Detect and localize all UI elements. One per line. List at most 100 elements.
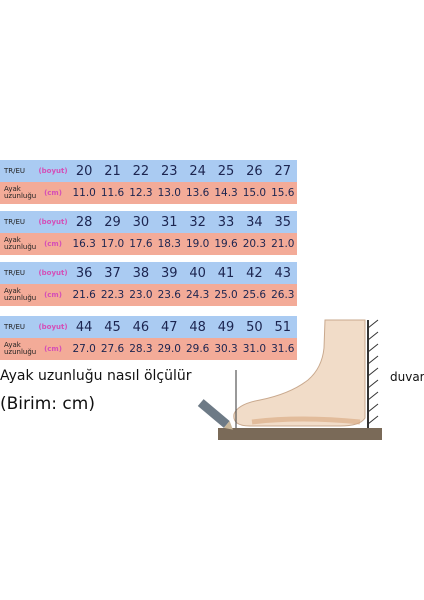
size-cell: 28 <box>75 214 93 230</box>
length-cell: 14.3 <box>214 187 238 199</box>
pencil-icon <box>197 399 233 430</box>
size-unit-label: (boyut) <box>38 218 68 226</box>
size-cell: 30 <box>132 214 150 230</box>
length-cell: 31.6 <box>271 343 295 355</box>
length-cells: 21.6 22.3 23.0 23.6 24.3 25.0 25.6 26.3 <box>70 289 297 301</box>
size-cell: 33 <box>217 214 235 230</box>
size-cell: 43 <box>274 265 292 281</box>
length-cell: 31.0 <box>242 343 267 355</box>
length-cell: 12.3 <box>129 187 153 199</box>
length-cells: 27.0 27.6 28.3 29.0 29.6 30.3 31.0 31.6 <box>70 343 297 355</box>
size-cells: 28 29 30 31 32 33 34 35 <box>70 215 297 230</box>
length-unit-label: (cm) <box>44 291 62 299</box>
length-cell: 19.0 <box>185 238 210 250</box>
size-row-label: TR/EU <box>4 166 26 175</box>
size-cell: 20 <box>75 163 93 179</box>
size-table: TR/EU (boyut) 28 29 30 31 32 33 34 35 Ayak uzunluğu… <box>0 211 297 255</box>
size-cell: 32 <box>189 214 206 230</box>
length-cell: 18.3 <box>157 238 181 250</box>
size-cell: 42 <box>246 265 263 281</box>
length-cell: 11.0 <box>72 187 96 199</box>
size-cell: 44 <box>75 319 93 335</box>
size-cell: 21 <box>104 163 121 179</box>
length-cell: 15.0 <box>242 187 267 199</box>
length-label-line1: Ayak <box>4 341 21 349</box>
size-cell: 38 <box>132 265 150 281</box>
size-unit-label: (boyut) <box>38 269 68 277</box>
length-cell: 23.0 <box>129 289 153 301</box>
size-cell: 25 <box>217 163 235 179</box>
size-cell: 41 <box>217 265 235 281</box>
size-cell: 24 <box>189 163 206 179</box>
measure-caption: Ayak uzunluğu nasıl ölçülür <box>0 368 192 384</box>
size-cell: 23 <box>161 163 178 179</box>
size-cell: 34 <box>246 214 263 230</box>
size-unit-label: (boyut) <box>38 323 68 331</box>
length-row-label: Ayak uzunluğu <box>0 186 36 200</box>
size-cell: 39 <box>161 265 178 281</box>
foot-measure-illustration <box>197 319 382 440</box>
size-cell: 36 <box>75 265 93 281</box>
size-row: TR/EU (boyut) 28 29 30 31 32 33 34 35 <box>0 211 297 233</box>
length-cell: 28.3 <box>129 343 153 355</box>
size-row: TR/EU (boyut) 20 21 22 23 24 25 26 27 <box>0 160 297 182</box>
wall-label: duvar <box>390 370 424 384</box>
length-row: Ayak uzunluğu (cm) 16.3 17.0 17.6 18.3 19.0 19.6… <box>0 233 297 255</box>
length-cell: 24.3 <box>185 289 210 301</box>
length-row-label: Ayak uzunluğu <box>0 237 36 251</box>
length-cell: 29.6 <box>185 343 210 355</box>
length-cell: 16.3 <box>72 238 96 250</box>
size-cell: 35 <box>274 214 292 230</box>
length-cell: 29.0 <box>157 343 181 355</box>
size-cells: 36 37 38 39 40 41 42 43 <box>70 266 297 281</box>
size-cell: 37 <box>104 265 121 281</box>
size-table: TR/EU (boyut) 44 45 46 47 48 49 50 51 Ayak uzunluğu… <box>0 316 297 360</box>
size-row-label: TR/EU <box>4 217 26 226</box>
size-cells: 20 21 22 23 24 25 26 27 <box>70 164 297 179</box>
length-cell: 25.6 <box>242 289 267 301</box>
length-unit-label: (cm) <box>44 240 62 248</box>
length-label-line1: Ayak <box>4 287 21 295</box>
length-cell: 25.0 <box>214 289 238 301</box>
length-row: Ayak uzunluğu (cm) 21.6 22.3 23.0 23.6 24.3 25.0… <box>0 284 297 306</box>
size-cell: 47 <box>161 319 178 335</box>
size-cells: 44 45 46 47 48 49 50 51 <box>70 320 297 335</box>
length-cell: 13.6 <box>185 187 210 199</box>
length-unit-label: (cm) <box>44 345 62 353</box>
size-cell: 27 <box>274 163 292 179</box>
length-cell: 17.0 <box>100 238 125 250</box>
size-cell: 48 <box>189 319 206 335</box>
length-row: Ayak uzunluğu (cm) 11.0 11.6 12.3 13.0 13.6 14.3… <box>0 182 297 204</box>
size-cell: 51 <box>274 319 292 335</box>
unit-caption: (Birim: cm) <box>0 394 95 414</box>
length-label-line2: uzunluğu <box>4 243 37 251</box>
length-cell: 15.6 <box>271 187 295 199</box>
length-cell: 17.6 <box>129 238 153 250</box>
size-cell: 49 <box>217 319 235 335</box>
size-cell: 29 <box>104 214 121 230</box>
length-label-line1: Ayak <box>4 185 21 193</box>
length-cell: 20.3 <box>242 238 267 250</box>
size-cell: 45 <box>104 319 121 335</box>
size-table: TR/EU (boyut) 20 21 22 23 24 25 26 27 Ayak uzunluğu… <box>0 160 297 204</box>
size-cell: 22 <box>132 163 150 179</box>
length-label-line2: uzunluğu <box>4 192 37 200</box>
size-cell: 46 <box>132 319 150 335</box>
length-cell: 26.3 <box>271 289 295 301</box>
length-label-line1: Ayak <box>4 236 21 244</box>
size-unit-label: (boyut) <box>38 167 68 175</box>
size-row-label: TR/EU <box>4 268 26 277</box>
length-cell: 30.3 <box>214 343 238 355</box>
length-cells: 16.3 17.0 17.6 18.3 19.0 19.6 20.3 21.0 <box>70 238 297 250</box>
size-row: TR/EU (boyut) 36 37 38 39 40 41 42 43 <box>0 262 297 284</box>
size-cell: 26 <box>246 163 263 179</box>
size-cell: 50 <box>246 319 263 335</box>
size-row: TR/EU (boyut) 44 45 46 47 48 49 50 51 <box>0 316 297 338</box>
length-label-line2: uzunluğu <box>4 294 37 302</box>
wall-icon <box>367 319 379 428</box>
size-table: TR/EU (boyut) 36 37 38 39 40 41 42 43 Ayak uzunluğu… <box>0 262 297 306</box>
length-row: Ayak uzunluğu (cm) 27.0 27.6 28.3 29.0 29.6 30.3… <box>0 338 297 360</box>
length-cell: 21.0 <box>271 238 295 250</box>
foot-icon <box>233 319 366 427</box>
length-label-line2: uzunluğu <box>4 348 37 356</box>
